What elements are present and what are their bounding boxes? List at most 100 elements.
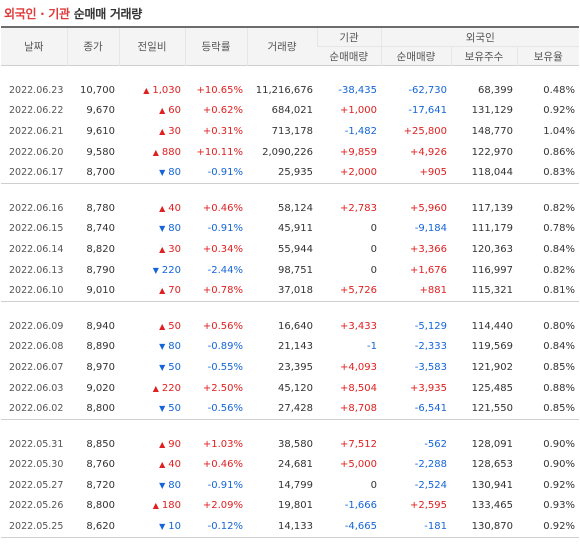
table-row: 2022.06.08 8,890 ▼ 80 -0.89% 21,143 -1 -2,333 11… (1, 337, 579, 358)
row-inst-net: -38,435 (338, 84, 377, 96)
row-ratio: 0.82% (543, 202, 575, 214)
row-date: 2022.05.25 (9, 521, 64, 533)
row-close: 10,700 (80, 84, 115, 96)
section-title: 외국인 · 기관 순매매 거래량 (0, 0, 580, 26)
row-date: 2022.06.15 (9, 223, 64, 235)
row-date: 2022.05.31 (9, 438, 64, 450)
row-date: 2022.06.09 (9, 320, 64, 332)
table-row: 2022.06.20 9,580 ▲ 880 +10.11% 2,090,226 +9,85… (1, 142, 579, 163)
row-ratio: 0.84% (543, 341, 575, 353)
triangle-up-icon: ▲ (159, 321, 166, 331)
row-change-value: 1,030 (152, 84, 181, 96)
row-foreign-net: -3,583 (414, 361, 447, 373)
header-rate: 등락률 (184, 26, 247, 66)
row-close: 8,760 (86, 459, 115, 471)
header-ratio: 보유율 (516, 46, 579, 66)
row-inst-net: +5,726 (339, 285, 377, 297)
row-volume: 45,120 (278, 382, 313, 394)
row-ratio: 0.85% (543, 361, 575, 373)
triangle-down-icon: ▼ (159, 404, 166, 414)
row-inst-net: +8,504 (339, 382, 377, 394)
row-close: 8,740 (86, 223, 115, 235)
row-change-value: 50 (168, 361, 181, 373)
table-row: 2022.06.16 8,780 ▲ 40 +0.46% 58,124 +2,783 +5,9… (1, 198, 579, 219)
row-foreign-net: +3,935 (409, 382, 447, 394)
header-volume: 거래량 (246, 26, 317, 66)
row-foreign-net: +881 (419, 285, 447, 297)
row-ratio: 0.92% (543, 479, 575, 491)
row-change-value: 10 (168, 521, 181, 533)
row-close: 8,780 (86, 202, 115, 214)
triangle-up-icon: ▲ (152, 147, 159, 157)
row-rate: -2.44% (207, 264, 243, 276)
row-ratio: 0.82% (543, 264, 575, 276)
row-foreign-net: -5,129 (414, 320, 447, 332)
row-volume: 23,395 (278, 361, 313, 373)
row-change: ▲ 60 (119, 101, 185, 122)
row-change-value: 50 (168, 403, 181, 415)
row-close: 9,610 (86, 125, 115, 137)
row-ratio: 0.80% (543, 320, 575, 332)
row-change-value: 40 (168, 202, 181, 214)
row-change: ▼ 50 (119, 357, 185, 378)
row-change: ▼ 50 (119, 398, 185, 419)
table-row: 2022.06.13 8,790 ▼ 220 -2.44% 98,751 0 +1,676 11… (1, 260, 579, 281)
triangle-up-icon: ▲ (159, 439, 166, 449)
investor-trading-table: 날짜 종가 전일비 등락률 거래량 기관 외국인 순매매량 순매매량 보유주수 … (1, 26, 579, 552)
row-change-value: 80 (168, 223, 181, 235)
header-inst-net: 순매매량 (317, 46, 381, 66)
row-change: ▲ 90 (119, 434, 185, 455)
row-volume: 21,143 (278, 341, 313, 353)
row-date: 2022.06.13 (9, 264, 64, 276)
row-ratio: 0.92% (543, 105, 575, 117)
triangle-down-icon: ▼ (159, 224, 166, 234)
row-change-value: 880 (161, 146, 181, 158)
group-separator (1, 182, 579, 198)
row-inst-net: +7,512 (339, 438, 377, 450)
row-inst-net: +8,708 (339, 403, 377, 415)
row-foreign-net: +3,366 (409, 243, 447, 255)
row-date: 2022.05.27 (9, 479, 64, 491)
row-change: ▼ 80 (119, 219, 185, 240)
row-change-value: 90 (168, 438, 181, 450)
table-row: 2022.06.09 8,940 ▲ 50 +0.56% 16,640 +3,433 -5,1… (1, 316, 579, 337)
table-row: 2022.06.02 8,800 ▼ 50 -0.56% 27,428 +8,708 -6,5… (1, 398, 579, 419)
table-row: 2022.05.27 8,720 ▼ 80 -0.91% 14,799 0 -2,524 130… (1, 475, 579, 496)
triangle-up-icon: ▲ (159, 286, 166, 296)
triangle-up-icon: ▲ (159, 106, 166, 116)
table-row: 2022.06.22 9,670 ▲ 60 +0.62% 684,021 +1,000 -17… (1, 101, 579, 122)
row-rate: +0.46% (202, 202, 243, 214)
table-row: 2022.06.03 9,020 ▲ 220 +2.50% 45,120 +8,504 +3,… (1, 378, 579, 399)
row-rate: -0.56% (207, 403, 243, 415)
row-inst-net: +2,783 (339, 202, 377, 214)
row-rate: -0.55% (207, 361, 243, 373)
row-rate: +1.03% (202, 438, 243, 450)
row-ratio: 0.92% (543, 521, 575, 533)
row-rate: +0.46% (202, 459, 243, 471)
row-foreign-net: -2,288 (414, 459, 447, 471)
row-holdings: 121,550 (471, 403, 513, 415)
row-rate: +0.34% (202, 243, 243, 255)
row-change-value: 30 (168, 243, 181, 255)
row-change: ▲ 40 (119, 198, 185, 219)
row-holdings: 128,091 (471, 438, 513, 450)
row-holdings: 116,997 (471, 264, 513, 276)
table-row: 2022.06.23 10,700 ▲ 1,030 +10.65% 11,216,676 -… (1, 80, 579, 101)
row-rate: -0.91% (207, 223, 243, 235)
table-bottom-border (1, 536, 579, 552)
table-row: 2022.06.17 8,700 ▼ 80 -0.91% 25,935 +2,000 +905… (1, 162, 579, 183)
row-holdings: 130,941 (471, 479, 513, 491)
row-change-value: 220 (161, 264, 181, 276)
row-holdings: 130,870 (471, 521, 513, 533)
row-holdings: 131,129 (471, 105, 513, 117)
row-foreign-net: +5,960 (409, 202, 447, 214)
row-foreign-net: -17,641 (408, 105, 447, 117)
triangle-down-icon: ▼ (159, 168, 166, 178)
triangle-up-icon: ▲ (159, 244, 166, 254)
row-date: 2022.06.03 (9, 382, 64, 394)
row-change: ▼ 80 (119, 337, 185, 358)
row-ratio: 0.85% (543, 403, 575, 415)
row-change-value: 30 (168, 125, 181, 137)
row-change-value: 40 (168, 459, 181, 471)
row-close: 8,620 (86, 521, 115, 533)
